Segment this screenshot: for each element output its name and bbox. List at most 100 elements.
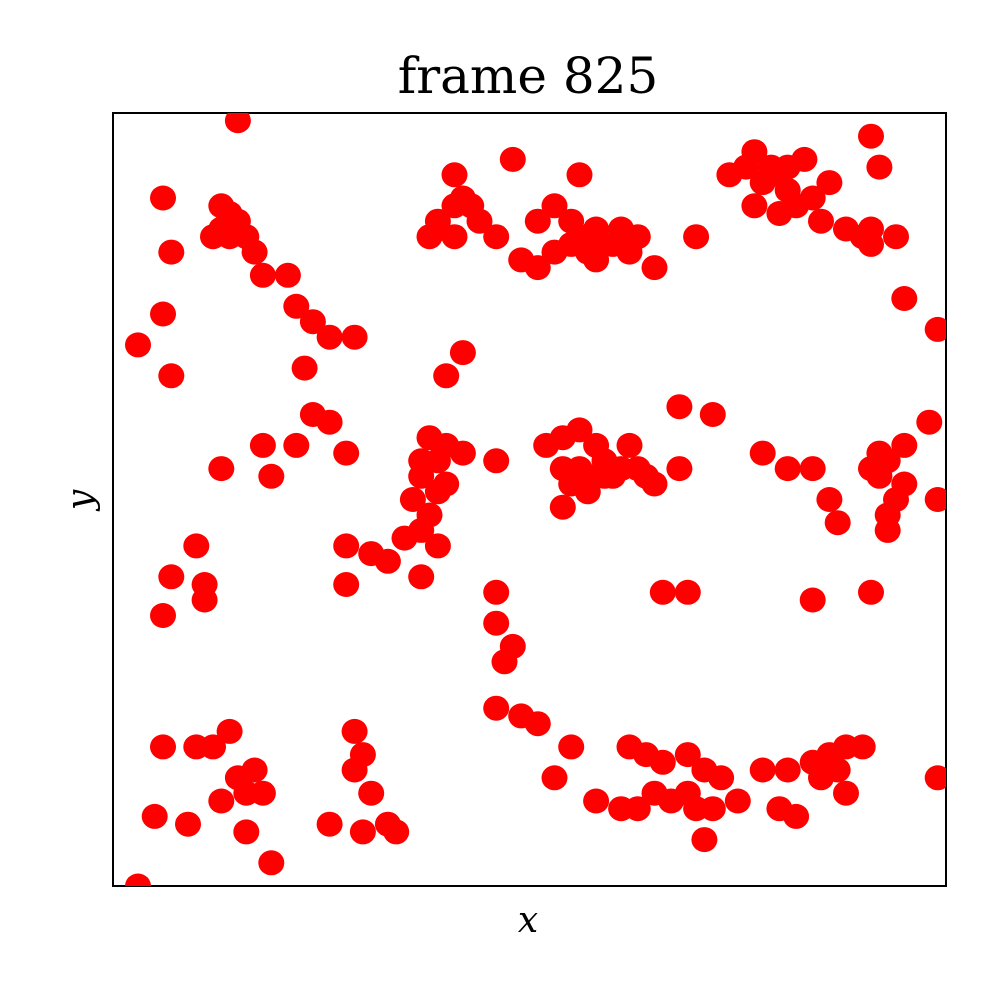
scatter-point: [683, 224, 710, 250]
scatter-point: [874, 517, 901, 543]
scatter-point: [341, 718, 368, 744]
scatter-point: [858, 579, 884, 605]
scatter-point: [891, 286, 918, 311]
scatter-point: [566, 417, 593, 443]
scatter-point: [866, 463, 893, 489]
scatter-point: [558, 734, 585, 760]
plot-area: [125, 113, 946, 886]
scatter-point: [224, 113, 251, 134]
scatter-point: [724, 788, 751, 814]
scatter-point: [175, 811, 201, 837]
scatter-point: [208, 456, 235, 482]
scatter-point: [699, 402, 726, 427]
scatter-point: [150, 603, 176, 628]
scatter-point: [233, 819, 260, 845]
scatter-point: [316, 409, 343, 435]
scatter-point: [449, 340, 476, 366]
scatter-point: [799, 587, 826, 613]
scatter-point: [125, 332, 151, 358]
x-axis-label: x: [518, 900, 538, 941]
scatter-point: [924, 765, 946, 791]
scatter-point: [408, 564, 435, 590]
scatter-point: [783, 193, 810, 219]
scatter-point: [749, 170, 776, 196]
scatter-point: [833, 780, 859, 806]
scatter-point: [408, 448, 435, 474]
scatter-point: [258, 463, 285, 489]
scatter-point: [541, 765, 568, 791]
scatter-point: [249, 262, 276, 288]
scatter-point: [274, 262, 301, 288]
scatter-point: [216, 718, 243, 744]
scatter-point: [283, 432, 310, 458]
scatter-point: [541, 193, 568, 219]
scatter-point: [416, 502, 443, 528]
scatter-point: [649, 579, 676, 605]
scatter-point: [441, 224, 468, 250]
scatter-point: [424, 533, 451, 559]
scatter-point: [125, 873, 151, 886]
scatter-point: [316, 324, 343, 350]
scatter-point: [399, 487, 426, 512]
scatter-point: [141, 803, 168, 829]
scatter-point: [566, 162, 593, 188]
scatter-point: [483, 224, 510, 250]
scatter-point: [241, 757, 268, 783]
scatter-point: [416, 425, 443, 451]
scatter-point: [383, 819, 410, 845]
scatter-point: [299, 309, 326, 335]
scatter-point: [599, 463, 626, 489]
scatter-point: [799, 456, 826, 482]
scatter-point: [158, 239, 185, 265]
scatter-point: [774, 456, 801, 482]
scatter-point: [433, 363, 460, 389]
scatter-point: [183, 533, 210, 559]
scatter-point: [824, 510, 851, 536]
scatter-point: [549, 494, 576, 520]
scatter-point: [583, 247, 610, 273]
scatter-point: [341, 757, 368, 783]
scatter-point: [208, 788, 235, 814]
scatter-point: [774, 757, 801, 783]
scatter-point: [883, 224, 909, 250]
scatter-point: [508, 247, 535, 273]
scatter-point: [291, 355, 318, 381]
scatter-point: [808, 765, 834, 791]
scatter-point: [649, 749, 676, 775]
scatter-point: [491, 649, 518, 675]
scatter-point: [891, 432, 918, 458]
scatter-point: [666, 456, 693, 482]
scatter-point: [241, 239, 268, 265]
scatter-point: [808, 208, 834, 234]
scatter-point: [333, 440, 360, 466]
scatter-point: [916, 409, 943, 435]
scatter-point: [749, 757, 776, 783]
scatter-point: [524, 208, 551, 234]
scatter-point: [358, 780, 385, 806]
scatter-point: [783, 803, 810, 829]
scatter-point: [924, 487, 946, 512]
scatter-point: [691, 827, 718, 853]
scatter-point: [449, 185, 476, 211]
scatter-point: [150, 185, 176, 211]
scatter-point: [483, 695, 510, 721]
scatter-point: [541, 239, 568, 265]
scatter-point: [641, 255, 668, 281]
scatter-point: [816, 487, 843, 512]
scatter-point: [699, 796, 726, 822]
scatter-point: [316, 811, 343, 837]
scatter-point: [708, 765, 735, 791]
scatter-point: [624, 796, 651, 822]
scatter-point: [158, 564, 185, 590]
scatter-point: [424, 208, 451, 234]
scatter-point: [816, 170, 843, 196]
scatter-point: [499, 146, 526, 172]
scatter-point: [441, 162, 468, 188]
scatter-point: [849, 734, 876, 760]
scatter-point: [858, 123, 884, 149]
scatter-point: [858, 231, 884, 257]
scatter-point: [483, 579, 510, 605]
scatter-point: [150, 301, 176, 327]
points-layer: [125, 113, 946, 886]
scatter-point: [524, 711, 551, 737]
